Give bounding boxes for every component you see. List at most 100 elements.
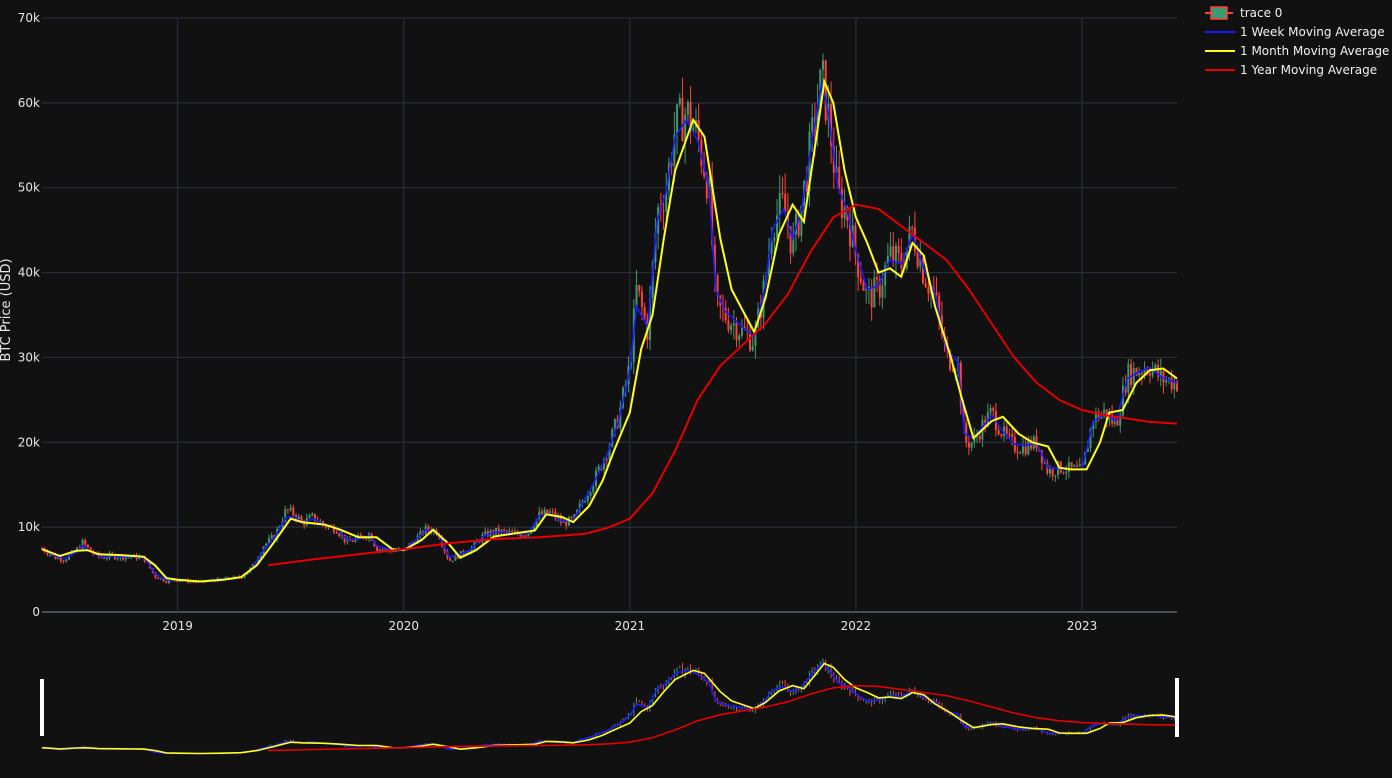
candle-body [727, 320, 730, 331]
candle-body [619, 407, 622, 428]
candle-body [162, 578, 165, 582]
candle-body [713, 244, 716, 276]
candle-body [935, 292, 938, 296]
candle-body [1135, 368, 1138, 376]
candle-body [662, 210, 665, 212]
candle-body [1113, 420, 1116, 424]
candle-body [916, 251, 919, 267]
candle-body [105, 557, 108, 559]
y-tick-label-4: 40k [18, 266, 40, 280]
candle-body [1157, 364, 1160, 377]
candle-body [300, 516, 303, 522]
candle-body [724, 307, 727, 321]
candle-body [689, 101, 692, 132]
candle-body [103, 557, 106, 559]
candle-body [965, 423, 968, 443]
legend-label: 1 Week Moving Average [1240, 25, 1385, 39]
candle-body [681, 97, 684, 142]
legend-swatch-candle-box [1210, 6, 1228, 20]
candle-body [700, 139, 703, 166]
candle-body [997, 429, 1000, 435]
candle-body [392, 551, 395, 553]
candle-body [1086, 448, 1089, 452]
candle-body [838, 166, 841, 189]
y-tick-label-5: 50k [18, 181, 40, 195]
candle-body [992, 408, 995, 411]
candle-body [251, 564, 254, 568]
candle-body [313, 513, 316, 521]
x-tick-label-4: 2023 [1067, 619, 1098, 633]
candle-body [784, 193, 787, 212]
candle-body [1140, 372, 1143, 375]
candle-body [938, 295, 941, 316]
candle-body [949, 351, 951, 370]
candle-body [1027, 441, 1030, 455]
candle-body [1116, 420, 1119, 426]
series-line-1-year-moving-average [267, 203, 1178, 567]
candle-body [770, 241, 773, 254]
candle-body [1054, 475, 1057, 477]
candle-body [454, 555, 457, 561]
candle-body [786, 211, 789, 227]
x-tick-label-1: 2020 [388, 619, 419, 633]
candlestick-series [41, 53, 1178, 585]
legend[interactable]: trace 0 1 Week Moving Average 1 Month Movi… [1205, 6, 1389, 77]
range-slider-right-handle[interactable] [1175, 678, 1179, 737]
candle-body [1148, 373, 1151, 376]
candle-body [1097, 411, 1100, 419]
candle-body [46, 551, 49, 555]
candle-body [1119, 415, 1122, 426]
candle-body [54, 554, 57, 560]
candle-body [865, 288, 868, 291]
candle-body [978, 436, 981, 440]
candle-body [62, 561, 65, 563]
candle-body [1019, 452, 1022, 454]
candle-body [592, 486, 595, 493]
legend-item-0[interactable]: trace 0 [1205, 6, 1282, 20]
candle-body [265, 543, 268, 547]
candle-body [1130, 363, 1133, 385]
range-slider-left-handle[interactable] [40, 679, 44, 736]
candle-body [524, 535, 527, 537]
candle-body [705, 176, 708, 199]
candle-body [1005, 426, 1008, 434]
candle-body [268, 538, 270, 544]
candle-body [1132, 368, 1135, 385]
candle-body [189, 581, 192, 583]
candle-body [178, 580, 181, 582]
candle-body [522, 535, 525, 537]
candle-body [86, 544, 89, 548]
candle-body [376, 546, 379, 551]
candle-body [921, 258, 924, 284]
candle-body [573, 514, 576, 519]
candle-body [881, 285, 884, 298]
candle-body [735, 323, 738, 341]
range-slider[interactable] [40, 658, 1179, 755]
candle-body [1043, 462, 1046, 464]
candle-body [751, 345, 754, 351]
candle-body [1003, 426, 1006, 436]
candle-body [284, 509, 287, 522]
legend-item-2[interactable]: 1 Month Moving Average [1205, 44, 1389, 58]
candle-body [849, 220, 852, 247]
candle-body [740, 326, 743, 336]
candle-body [924, 283, 927, 288]
legend-label: 1 Year Moving Average [1240, 63, 1377, 77]
legend-item-1[interactable]: 1 Week Moving Average [1205, 25, 1385, 39]
candle-body [1124, 385, 1127, 393]
candle-body [335, 532, 338, 534]
candle-body [1021, 444, 1024, 453]
candle-body [41, 548, 43, 550]
candle-body [805, 180, 808, 192]
candle-body [857, 254, 860, 278]
y-tick-label-2: 20k [18, 435, 40, 449]
legend-item-3[interactable]: 1 Year Moving Average [1205, 63, 1377, 77]
candle-body [792, 234, 795, 254]
candle-body [584, 501, 587, 503]
candle-body [821, 60, 824, 70]
candle-body [427, 526, 430, 531]
candle-body [286, 509, 289, 511]
candle-body [794, 213, 797, 235]
candle-body [911, 226, 914, 228]
y-tick-label-6: 60k [18, 96, 40, 110]
